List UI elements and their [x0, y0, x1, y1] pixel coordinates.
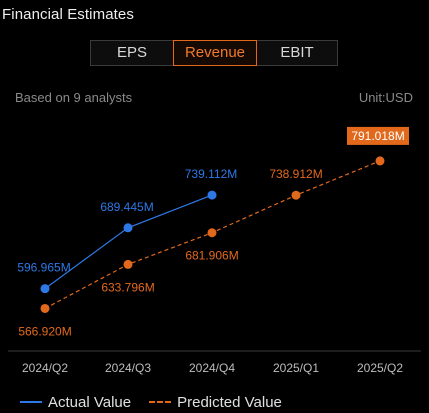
actual-point: [123, 223, 133, 233]
unit-label: Unit:USD: [358, 90, 413, 105]
predicted-data-label: 566.920M: [18, 324, 71, 338]
tab-revenue[interactable]: Revenue: [173, 40, 257, 66]
legend-label-actual: Actual Value: [48, 393, 132, 411]
legend-label-predicted: Predicted Value: [177, 393, 282, 411]
legend-item-actual[interactable]: Actual Value: [20, 394, 131, 411]
x-tick-label: 2025/Q1: [273, 361, 319, 375]
tab-eps[interactable]: EPS: [90, 40, 173, 66]
x-tick-label: 2024/Q4: [189, 361, 235, 375]
revenue-chart: 2024/Q2 2024/Q3 2024/Q4 2025/Q1 2025/Q2 596.9…: [8, 126, 421, 375]
actual-data-label: 689.445M: [100, 200, 153, 214]
x-tick-label: 2025/Q2: [357, 361, 403, 375]
predicted-point: [207, 228, 217, 238]
legend-swatch-actual: [20, 401, 42, 403]
actual-point: [40, 284, 50, 294]
tab-ebit[interactable]: EBIT: [257, 40, 338, 66]
highlight-label-box: [347, 126, 409, 145]
chart-legend: Actual Value Predicted Value: [20, 392, 300, 412]
x-tick-label: 2024/Q3: [105, 361, 151, 375]
predicted-point: [40, 303, 50, 313]
actual-data-label: 596.965M: [17, 261, 70, 275]
predicted-data-label: 738.912M: [269, 167, 322, 181]
predicted-data-label: 633.796M: [101, 280, 154, 294]
legend-swatch-predicted: [149, 401, 172, 403]
x-tick-label: 2024/Q2: [22, 361, 68, 375]
actual-data-label: 739.112M: [185, 167, 237, 181]
predicted-point: [291, 190, 301, 200]
actual-point: [207, 190, 217, 200]
analyst-count: Based on 9 analysts: [15, 90, 133, 105]
predicted-point: [123, 259, 133, 269]
predicted-point: [375, 156, 385, 166]
page-title: Financial Estimates: [2, 6, 134, 23]
predicted-data-label: 681.906M: [185, 249, 238, 263]
metric-tabs: EPS Revenue EBIT: [90, 40, 338, 66]
predicted-data-label: 791.018M: [351, 129, 404, 143]
legend-item-predicted[interactable]: Predicted Value: [149, 394, 282, 411]
